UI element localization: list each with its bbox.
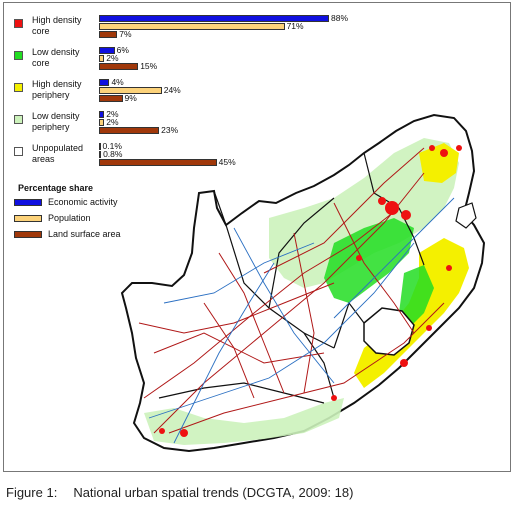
figure-caption-text: National urban spatial trends (DCGTA, 20… — [73, 485, 354, 500]
legend-category-label: High density — [32, 15, 82, 25]
legend-bar-value: 2% — [106, 117, 119, 127]
minor-roads — [148, 197, 455, 444]
legend-category-label: Low density — [32, 111, 80, 121]
south-africa-map — [120, 113, 486, 453]
legend-bar-value: 15% — [140, 61, 158, 71]
legend-bar-economic — [99, 15, 329, 22]
legend-category-label: core — [32, 26, 50, 36]
legend-bar-land — [99, 31, 118, 38]
legend-bar-population — [99, 119, 105, 126]
legend-swatch — [14, 51, 23, 60]
low-density-periphery-region-south — [144, 398, 344, 445]
figure-number: Figure 1: — [6, 485, 58, 500]
high-density-periphery-region-north — [419, 143, 459, 183]
swaziland-outline — [455, 202, 477, 229]
legend-category-label: areas — [32, 154, 55, 164]
share-legend-swatch — [14, 231, 42, 238]
figure-frame: High density core 88% 71% 7% Low density core 6… — [3, 2, 511, 472]
legend-bar-economic — [99, 47, 115, 54]
legend-bar-economic — [99, 111, 105, 118]
legend-bar-value: 2% — [106, 109, 119, 119]
share-legend-swatch — [14, 215, 42, 222]
low-density-core-region — [324, 218, 414, 303]
legend-bar-value: 4% — [111, 77, 124, 87]
legend-bar-value: 71% — [286, 21, 304, 31]
legend-category-label: periphery — [32, 122, 70, 132]
legend-swatch — [14, 19, 23, 28]
share-legend-swatch — [14, 199, 42, 206]
legend-category-label: periphery — [32, 90, 70, 100]
legend-category-label: High density — [32, 79, 82, 89]
legend-bar-economic — [99, 143, 101, 150]
legend-bar-land — [99, 95, 123, 102]
legend-bar-population — [99, 23, 285, 30]
high-density-core-clusters — [159, 145, 462, 437]
legend-bar-land — [99, 127, 160, 134]
legend-category-label: Low density — [32, 47, 80, 57]
low-density-core-region-east — [399, 265, 434, 328]
share-legend-label: Economic activity — [48, 197, 118, 207]
legend-bar-economic — [99, 79, 110, 86]
legend-bar-population — [99, 87, 162, 94]
legend-bar-value: 24% — [163, 85, 181, 95]
legend-bar-value: 7% — [119, 29, 132, 39]
legend-bar-value: 9% — [124, 93, 137, 103]
legend-swatch — [14, 115, 23, 124]
legend-bar-value: 6% — [116, 45, 129, 55]
share-legend-label: Land surface area — [48, 229, 121, 239]
low-density-periphery-region — [269, 138, 459, 288]
legend-bar-value: 88% — [331, 13, 349, 23]
legend-swatch — [14, 147, 23, 156]
legend-swatch — [14, 83, 23, 92]
legend-bar-value: 0.1% — [102, 141, 122, 151]
legend-bar-value: 45% — [218, 157, 236, 167]
lesotho-outline — [363, 307, 415, 356]
figure-caption: Figure 1: National urban spatial trends (… — [6, 485, 353, 500]
share-legend-label: Population — [48, 213, 91, 223]
legend-bar-value: 2% — [106, 53, 119, 63]
legend-bar-population — [99, 151, 102, 158]
share-legend-title: Percentage share — [18, 183, 94, 193]
legend-bar-population — [99, 55, 105, 62]
legend-category-label: core — [32, 58, 50, 68]
legend-category-label: Unpopulated — [32, 143, 84, 153]
legend-bar-land — [99, 159, 217, 166]
legend-bar-land — [99, 63, 139, 70]
legend-bar-value: 23% — [161, 125, 179, 135]
legend-bar-value: 0.8% — [103, 149, 123, 159]
